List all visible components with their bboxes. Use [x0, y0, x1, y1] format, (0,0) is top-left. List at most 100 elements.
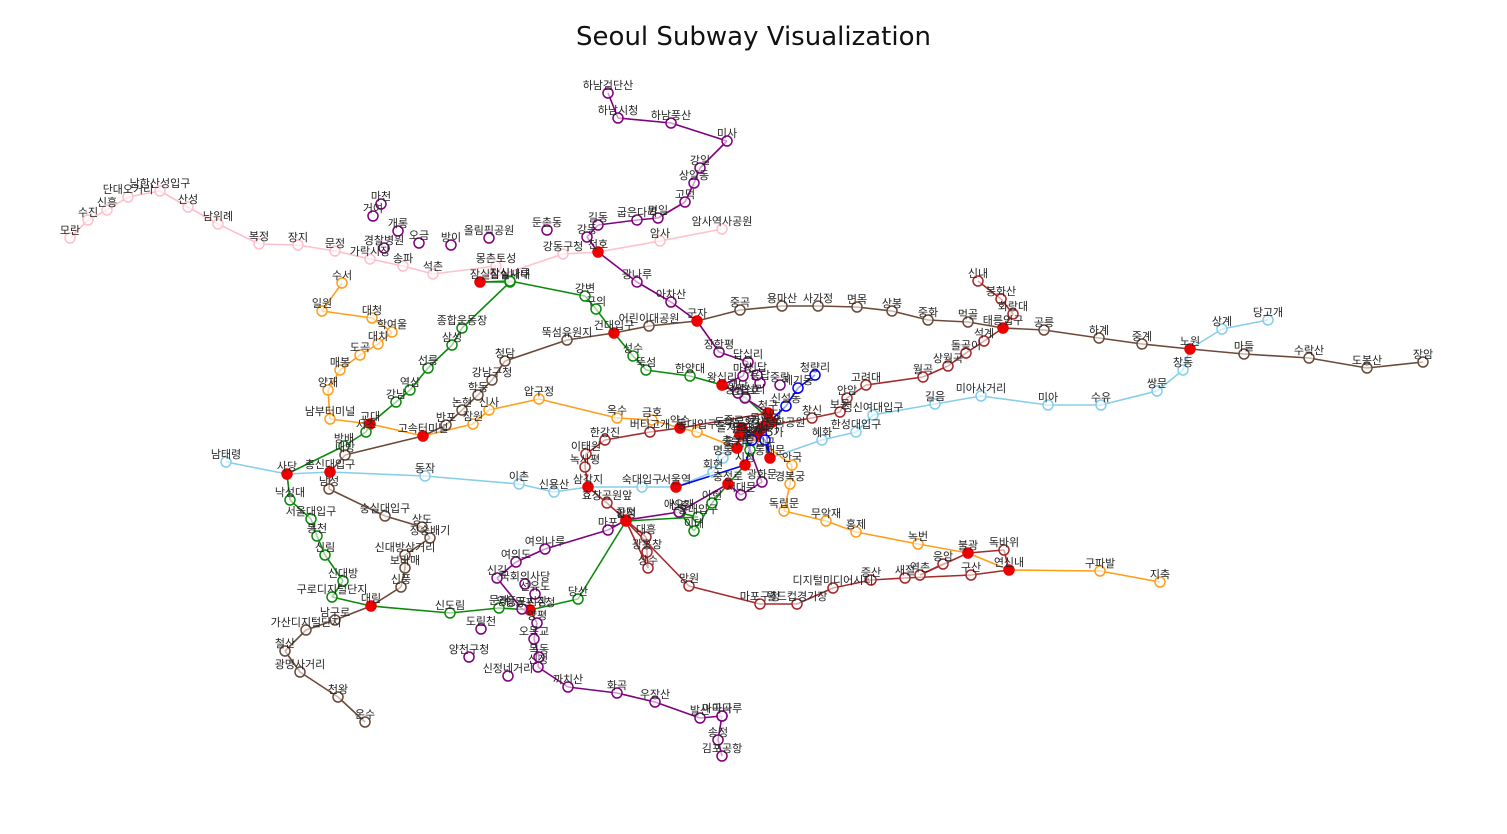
line7-segment — [1366, 361, 1424, 369]
station-node — [533, 651, 545, 663]
line2-segment — [645, 369, 691, 377]
station-label: 신답 — [747, 361, 767, 374]
station-label: 도봉산 — [1352, 354, 1382, 367]
station-label: 제기동 — [783, 374, 813, 387]
station-node — [756, 476, 768, 488]
station-label: 한강진 — [590, 426, 620, 439]
line2-segment — [529, 598, 579, 611]
station-node — [850, 526, 862, 538]
station-node — [329, 614, 341, 626]
station-label: 디지털미디어시티 — [793, 574, 874, 587]
line7-segment — [1243, 353, 1310, 359]
station-label: 중계 — [1132, 330, 1152, 343]
station-label: 고덕 — [675, 188, 695, 201]
line2-segment — [331, 596, 372, 607]
station-label: 회현 — [703, 458, 723, 471]
station-label: 신내 — [968, 267, 988, 280]
station-label: 창동 — [1173, 356, 1193, 369]
transfer-station-node — [592, 246, 604, 258]
station-label: 거여 — [363, 202, 383, 215]
station-node — [513, 478, 525, 490]
station-node — [716, 750, 728, 762]
station-node — [154, 185, 166, 197]
station-label: 신정 — [528, 653, 548, 666]
station-node — [416, 521, 428, 533]
line8-segment — [597, 240, 661, 253]
transfer-station-node — [620, 514, 632, 526]
station-label: 우장산 — [640, 688, 670, 701]
station-label: 남구로 — [320, 606, 350, 619]
line3-segment — [488, 398, 540, 411]
transfer-station-node — [1184, 343, 1196, 355]
station-label: 답십리 — [733, 348, 763, 361]
station-label: 신촌 — [670, 499, 690, 512]
station-label: 상월곡 — [933, 352, 963, 365]
station-label: 한성대입구 — [831, 418, 882, 431]
station-label: 둔촌동 — [532, 216, 562, 229]
station-node — [483, 404, 495, 416]
station-label: 동작 — [415, 462, 435, 475]
station-label: 안암 — [837, 384, 857, 397]
line5-segment — [496, 577, 523, 610]
station-node — [1216, 323, 1228, 335]
station-label: 영등포시장 — [497, 595, 548, 608]
station-label: 성신여대입구 — [843, 401, 904, 414]
line5-segment — [616, 692, 656, 703]
station-label: 신당 — [762, 408, 782, 421]
station-label: 영등포구청 — [505, 596, 556, 609]
station-node — [716, 223, 728, 235]
station-label: 면목 — [847, 293, 867, 306]
station-node — [375, 198, 387, 210]
station-node — [631, 214, 643, 226]
station-label: 온수 — [355, 708, 375, 721]
station-label: 신용산 — [539, 478, 569, 491]
station-label: 약수 — [670, 413, 690, 427]
station-node — [717, 452, 729, 464]
station-label: 종합운동장 — [437, 314, 488, 327]
station-node — [707, 466, 719, 478]
station-label: 국회의사당 — [500, 570, 551, 583]
station-node — [533, 393, 545, 405]
station-label: 무악재 — [811, 507, 841, 520]
station-label: 양천구청 — [449, 642, 489, 656]
station-node — [392, 225, 404, 237]
station-label: 건대입구 — [594, 319, 634, 332]
station-label: 지축 — [1150, 568, 1170, 581]
station-label: 발산 — [690, 704, 710, 717]
station-label: 신사 — [479, 396, 499, 409]
station-label: 수진 — [78, 206, 98, 219]
station-node — [1238, 348, 1250, 360]
transfer-station-node — [324, 466, 336, 478]
line7-segment — [739, 305, 783, 311]
station-node — [732, 387, 744, 399]
station-label: 당고개 — [1253, 306, 1283, 319]
station-label: 남위례 — [203, 210, 233, 223]
line7-segment — [613, 325, 650, 334]
station-label: 양평 — [527, 609, 547, 622]
station-node — [1417, 356, 1429, 368]
station-node — [641, 546, 653, 558]
line2-segment — [509, 280, 586, 297]
line8-segment — [297, 244, 336, 252]
station-label: 종로3가 — [723, 414, 760, 427]
transfer-station-node — [281, 468, 293, 480]
station-node — [851, 301, 863, 313]
station-label: 오금 — [409, 229, 429, 242]
station-node — [329, 245, 341, 257]
station-label: 먹골 — [958, 308, 978, 321]
line5-segment — [654, 701, 701, 719]
station-node — [1093, 332, 1105, 344]
line2-segment — [461, 281, 511, 329]
station-node — [445, 239, 457, 251]
station-label: 삼성 — [442, 331, 462, 344]
station-node — [784, 478, 796, 490]
station-label: 상일동 — [679, 168, 709, 182]
station-label: 총신대입구 — [305, 458, 356, 471]
station-node — [339, 449, 351, 461]
station-label: 오목교 — [519, 625, 549, 638]
station-label: 방배 — [334, 432, 354, 445]
station-node — [486, 374, 498, 386]
station-label: 역삼 — [400, 376, 420, 389]
station-label: 하남검단산 — [583, 78, 634, 92]
line7-segment — [1189, 348, 1245, 355]
